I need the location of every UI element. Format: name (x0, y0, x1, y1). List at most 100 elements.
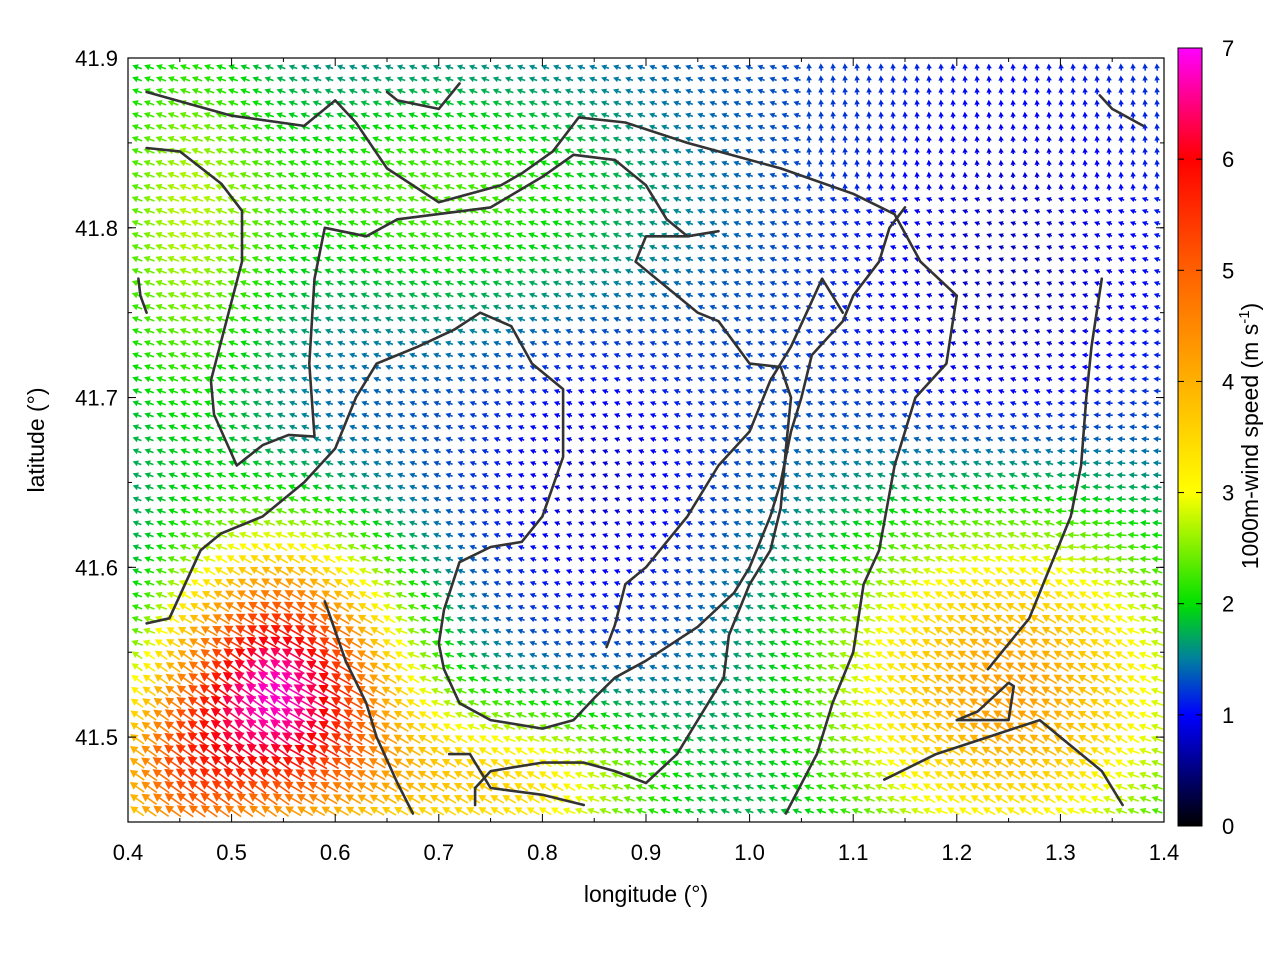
wind-vector (863, 603, 876, 611)
wind-vector (502, 747, 516, 756)
wind-vector (672, 700, 682, 707)
wind-vector (167, 376, 179, 383)
wind-vector (528, 700, 539, 707)
wind-vector (216, 400, 226, 407)
wind-vector (890, 159, 896, 167)
wind-vector (445, 448, 453, 455)
wind-vector (841, 232, 849, 239)
wind-vector (981, 674, 998, 685)
wind-vector (529, 533, 537, 539)
wind-vector (685, 280, 694, 287)
wind-vector (708, 748, 718, 755)
wind-vector (203, 531, 215, 539)
wind-vector (1082, 99, 1088, 107)
wind-vector (1129, 376, 1137, 382)
wind-vector (910, 675, 925, 684)
wind-vector (457, 352, 466, 359)
wind-vector (240, 412, 250, 419)
wind-vector (1129, 220, 1137, 227)
wind-vector (769, 136, 777, 143)
wind-vector (1022, 197, 1029, 203)
wind-vector (1154, 159, 1160, 167)
wind-vector (649, 616, 657, 623)
wind-vector (1022, 184, 1028, 191)
wind-vector (323, 184, 335, 191)
wind-vector (1022, 293, 1028, 299)
wind-vector (805, 256, 813, 263)
wind-vector (165, 697, 182, 710)
wind-vector (637, 556, 645, 563)
wind-vector (288, 136, 299, 143)
wind-vector (589, 604, 597, 611)
wind-vector (274, 555, 289, 564)
wind-vector (962, 87, 968, 95)
wind-vector (252, 316, 263, 323)
wind-vector (347, 184, 359, 191)
wind-vector (540, 232, 551, 239)
wind-vector (504, 136, 515, 143)
wind-vector (1009, 389, 1017, 395)
wind-vector (913, 197, 921, 203)
wind-vector (791, 712, 803, 719)
wind-vector (481, 340, 490, 347)
wind-vector (360, 256, 371, 263)
wind-vector (420, 568, 430, 575)
wind-vector (457, 364, 466, 371)
wind-vector (564, 292, 574, 299)
wind-vector (576, 232, 586, 239)
wind-vector (228, 436, 238, 443)
wind-vector (215, 207, 228, 215)
wind-vector (745, 280, 753, 287)
wind-vector (481, 568, 489, 575)
wind-vector (334, 567, 348, 576)
wind-vector (637, 652, 645, 659)
wind-vector (264, 100, 274, 107)
wind-vector (1129, 364, 1137, 370)
wind-vector (876, 508, 886, 515)
wind-vector (827, 735, 839, 743)
wind-vector (324, 112, 334, 119)
wind-vector (806, 111, 812, 119)
wind-vector (143, 112, 155, 119)
wind-vector (1126, 651, 1140, 660)
wind-vector (672, 208, 682, 215)
wind-vector (493, 568, 501, 575)
wind-vector (756, 652, 766, 659)
wind-vector (901, 388, 909, 395)
wind-vector (612, 700, 622, 707)
wind-vector (1070, 269, 1077, 275)
wind-vector (456, 292, 466, 299)
wind-vector (577, 316, 586, 323)
wind-vector (372, 76, 382, 83)
wind-vector (490, 747, 504, 756)
wind-vector (1046, 293, 1052, 299)
wind-vector (455, 172, 467, 179)
wind-vector (862, 675, 876, 683)
wind-vector (480, 676, 490, 683)
wind-vector (612, 136, 622, 143)
wind-vector (660, 688, 670, 695)
wind-vector (1093, 376, 1101, 382)
wind-vector (358, 591, 372, 600)
wind-vector (1021, 400, 1029, 407)
wind-vector (263, 244, 275, 251)
wind-vector (697, 592, 705, 599)
wind-vector (409, 376, 418, 383)
wind-vector (131, 675, 144, 684)
wind-vector (853, 376, 861, 383)
wind-vector (660, 700, 670, 707)
wind-vector (1140, 484, 1150, 491)
wind-vector (721, 364, 729, 371)
wind-vector (1033, 400, 1041, 407)
wind-vector (613, 340, 621, 347)
wind-vector (419, 232, 431, 239)
wind-vector (862, 639, 876, 647)
wind-vector (841, 400, 849, 407)
wind-vector (503, 172, 515, 179)
wind-vector (1053, 638, 1069, 648)
wind-vector (818, 135, 824, 143)
wind-vector (191, 340, 203, 347)
wind-vector (455, 232, 467, 239)
wind-vector (1006, 567, 1020, 576)
wind-vector (1010, 269, 1016, 275)
